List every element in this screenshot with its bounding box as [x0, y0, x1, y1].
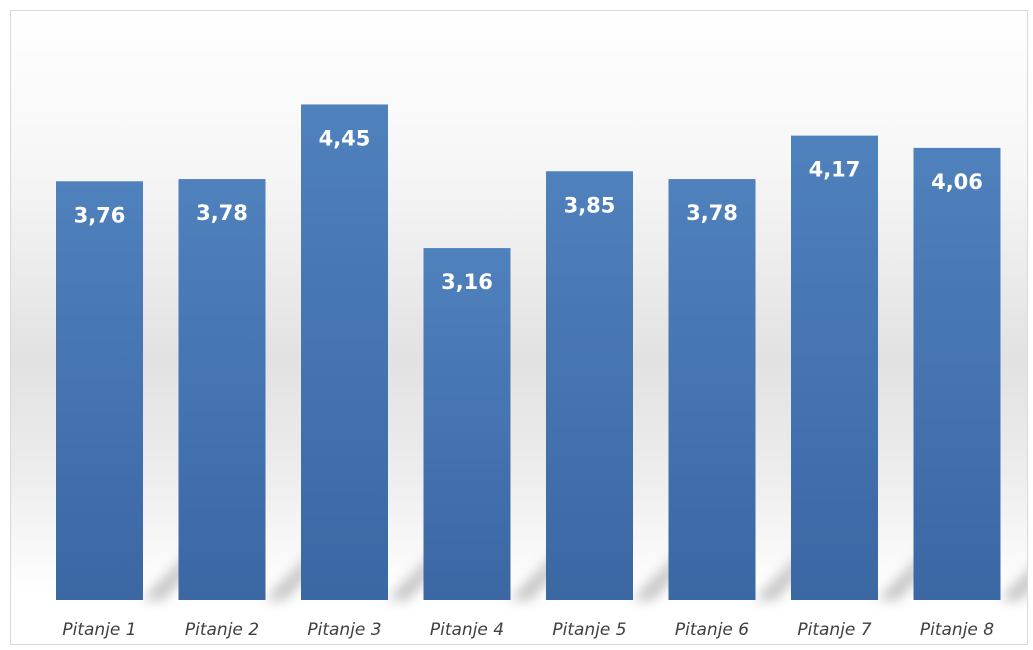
category-label-1: Pitanje 1	[62, 620, 136, 640]
bar-3	[301, 104, 388, 600]
category-label-8: Pitanje 8	[920, 620, 994, 640]
value-label-6: 3,78	[686, 201, 738, 225]
value-label-2: 3,78	[196, 201, 248, 225]
value-label-4: 3,16	[441, 270, 493, 294]
category-label-2: Pitanje 2	[185, 620, 259, 640]
category-label-3: Pitanje 3	[307, 620, 381, 640]
value-label-5: 3,85	[564, 193, 616, 217]
category-labels: Pitanje 1 Pitanje 2 Pitanje 3 Pitanje 4 Pita…	[62, 620, 994, 640]
value-label-7: 4,17	[809, 158, 861, 182]
category-label-7: Pitanje 7	[797, 620, 871, 640]
category-label-6: Pitanje 6	[675, 620, 749, 640]
category-label-5: Pitanje 5	[552, 620, 626, 640]
bars	[56, 104, 1001, 601]
value-label-8: 4,06	[931, 170, 983, 194]
value-label-3: 4,45	[319, 126, 371, 150]
bar-7	[791, 135, 878, 600]
bar-1	[56, 181, 143, 601]
bar-2	[178, 179, 266, 601]
chart-frame: 3,76 3,78 4,45 3,16 3,85 3,78 4,17 4,06 Pitanje…	[10, 10, 1028, 645]
bar-4	[423, 248, 511, 601]
bar-8	[913, 147, 1001, 600]
bar-chart: 3,76 3,78 4,45 3,16 3,85 3,78 4,17 4,06 Pitanje…	[56, 104, 1027, 640]
bar-shadow	[1000, 572, 1027, 600]
category-label-4: Pitanje 4	[430, 620, 504, 640]
bar-5	[546, 171, 633, 600]
bar-6	[668, 179, 756, 601]
value-labels: 3,76 3,78 4,45 3,16 3,85 3,78 4,17 4,06	[74, 126, 983, 294]
value-label-1: 3,76	[74, 203, 126, 227]
